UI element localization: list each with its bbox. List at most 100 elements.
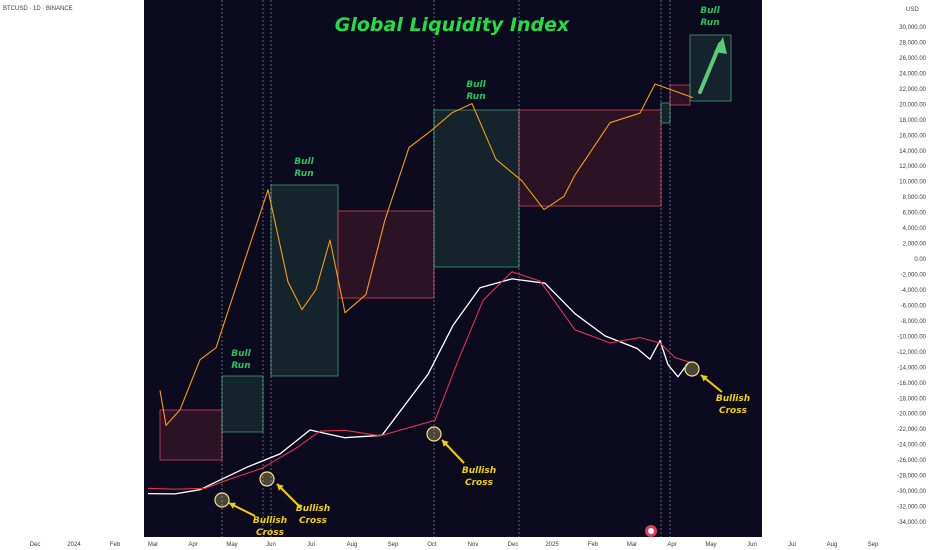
x-tick-label: Oct	[427, 542, 437, 548]
annotation-label-top: Bull	[700, 6, 720, 16]
bull-zone	[270, 184, 339, 377]
x-tick-label: Nov	[468, 542, 479, 548]
annotation-label-bottom: Run	[466, 92, 485, 102]
x-tick-label: Dec	[508, 542, 519, 548]
x-tick-label: Dec	[30, 542, 41, 548]
y-tick-label: 24,000.00	[899, 71, 926, 77]
x-tick-label: Jun	[747, 542, 757, 548]
x-tick-label: Apr	[667, 542, 676, 548]
bullish-cross-marker	[214, 492, 230, 508]
x-tick-label: Apr	[188, 542, 197, 548]
x-axis: Dec 2024 Feb Mar Apr May Jun Jul Aug Sep Oct Nov Dec…	[30, 542, 879, 548]
x-tick-label: Aug	[347, 542, 358, 548]
moving-average-line	[147, 271, 691, 490]
y-tick-label: -18,000.00	[897, 396, 926, 402]
bear-zone	[337, 210, 435, 299]
annotation-label-top: Bull	[231, 349, 251, 359]
annotation-label-bottom: Run	[231, 361, 250, 371]
x-tick-label: May	[705, 542, 716, 548]
symbol-label: BTCUSD · 1D · BINANCE	[3, 6, 73, 12]
y-tick-label: -2,000.00	[901, 273, 927, 279]
cross-markers-layer	[214, 361, 700, 508]
x-tick-label: May	[226, 542, 237, 548]
y-tick-label: -26,000.00	[897, 458, 926, 464]
y-tick-label: -6,000.00	[901, 303, 927, 309]
y-tick-label: -8,000.00	[901, 319, 927, 325]
x-tick-label: Jul	[307, 542, 315, 548]
annotation-label-top: Bullish	[296, 504, 330, 514]
x-tick-label: 2025	[545, 542, 559, 548]
y-tick-label: 6,000.00	[903, 211, 927, 217]
y-tick-label: 20,000.00	[899, 102, 926, 108]
y-tick-label: 10,000.00	[899, 180, 926, 186]
arrow-head	[442, 440, 449, 447]
x-tick-label: Jul	[788, 542, 796, 548]
bear-zone	[159, 409, 223, 461]
x-tick-label: Feb	[110, 542, 121, 548]
y-tick-label: -12,000.00	[897, 350, 926, 356]
liquidity-index-line	[147, 278, 689, 495]
y-tick-label: 30,000.00	[899, 25, 926, 31]
y-tick-label: 12,000.00	[899, 164, 926, 170]
bullish-cross-marker	[426, 426, 442, 442]
y-tick-label: 14,000.00	[899, 149, 926, 155]
y-tick-label: 28,000.00	[899, 41, 926, 47]
x-tick-label: Feb	[588, 542, 599, 548]
projection-arrow-head	[714, 37, 727, 54]
plot-area	[144, 0, 762, 537]
arrow-head	[277, 484, 284, 491]
annotation-label-top: Bull	[294, 157, 314, 167]
x-tick-label: Mar	[148, 542, 158, 548]
y-tick-label: 16,000.00	[899, 133, 926, 139]
bull-zone	[433, 109, 520, 268]
annotation-label-top: Bullish	[253, 516, 287, 526]
y-tick-label: -22,000.00	[897, 427, 926, 433]
annotation-label-bottom: Run	[294, 169, 313, 179]
x-tick-label: Jun	[266, 542, 276, 548]
arrow-head	[701, 375, 708, 382]
logo-badge	[645, 525, 657, 537]
y-tick-label: 22,000.00	[899, 87, 926, 93]
y-tick-label: -32,000.00	[897, 505, 926, 511]
bull-zone	[221, 375, 264, 433]
zone-layer	[159, 34, 732, 461]
x-tick-label: 2024	[67, 542, 81, 548]
bear-zone	[518, 109, 662, 207]
currency-label: USD	[906, 7, 919, 13]
logo-icon-inner	[648, 528, 654, 534]
y-tick-label: 26,000.00	[899, 56, 926, 62]
arrow-head	[229, 502, 236, 509]
annotation-label-bottom: Cross	[256, 528, 285, 538]
bull-zone	[660, 102, 671, 124]
annotation-label-top: Bullish	[716, 394, 750, 404]
y-tick-label: 2,000.00	[903, 242, 927, 248]
x-tick-label: Sep	[388, 542, 399, 548]
y-tick-label: -20,000.00	[897, 412, 926, 418]
y-axis: 30,000.00 28,000.00 26,000.00 24,000.00 22,0…	[897, 25, 926, 526]
series-layer	[147, 83, 694, 495]
annotation-label-bottom: Cross	[299, 516, 328, 526]
y-tick-label: -34,000.00	[897, 520, 926, 526]
y-tick-label: -30,000.00	[897, 489, 926, 495]
chart-title: Global Liquidity Index	[335, 14, 570, 36]
y-tick-label: -4,000.00	[901, 288, 927, 294]
y-tick-label: -28,000.00	[897, 474, 926, 480]
y-tick-label: 4,000.00	[903, 226, 927, 232]
bullish-cross-marker	[684, 361, 700, 377]
annotation-label-bottom: Cross	[465, 478, 494, 488]
y-tick-label: -24,000.00	[897, 443, 926, 449]
bullish-cross-marker	[259, 471, 275, 487]
annotation-label-bottom: Cross	[719, 406, 748, 416]
y-tick-label: -16,000.00	[897, 381, 926, 387]
y-tick-label: -10,000.00	[897, 334, 926, 340]
x-tick-label: Sep	[868, 542, 879, 548]
y-tick-label: -14,000.00	[897, 365, 926, 371]
annotation-label-bottom: Run	[700, 18, 719, 28]
annotation-label-top: Bullish	[462, 466, 496, 476]
x-tick-label: Aug	[827, 542, 838, 548]
x-tick-label: Mar	[627, 542, 637, 548]
annotation-layer: Bull Run Bull Run Bull Run Bull Run Bullish Cross…	[228, 6, 750, 538]
y-tick-label: 8,000.00	[903, 195, 927, 201]
y-tick-label: 0.00	[914, 257, 926, 263]
